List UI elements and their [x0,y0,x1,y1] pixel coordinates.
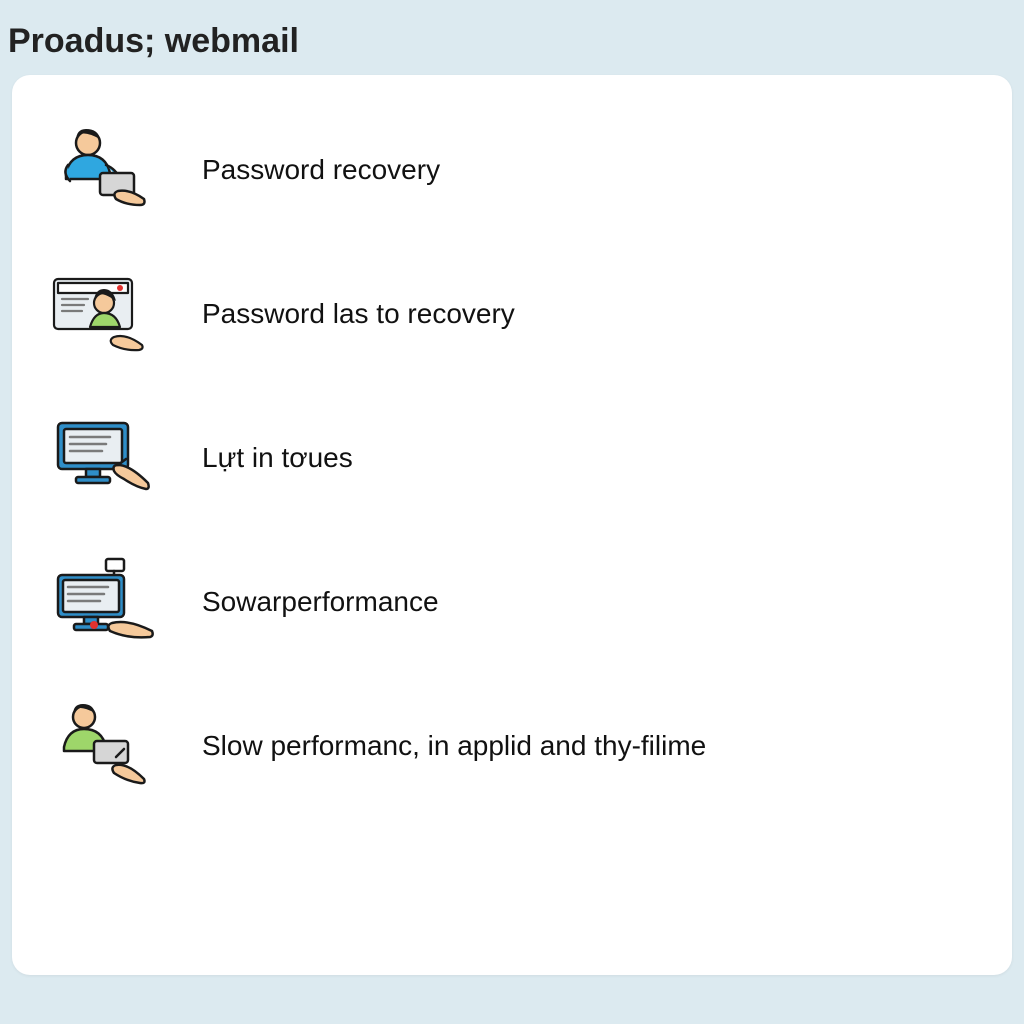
laptop-person-icon [48,269,158,359]
monitor-hand-icon [48,557,158,647]
monitor-point-icon [48,413,158,503]
list-item-label: Sowarperformance [202,583,439,621]
list-item[interactable]: Sowarperformance [48,557,976,647]
person-tablet-icon [48,125,158,215]
list-item-label: Password las to recovery [202,295,515,333]
help-topics-card: Password recovery [12,75,1012,975]
list-item[interactable]: Password recovery [48,125,976,215]
help-topics-list: Password recovery [48,125,976,791]
list-item-label: Slow performanc, in applid and thy-filim… [202,727,706,765]
page-title: Proadus; webmail [0,0,1024,75]
list-item[interactable]: Lựt in tơues [48,413,976,503]
list-item[interactable]: Password las to recovery [48,269,976,359]
list-item-label: Lựt in tơues [202,439,353,477]
list-item[interactable]: Slow performanc, in applid and thy-filim… [48,701,976,791]
list-item-label: Password recovery [202,151,440,189]
person-tablet-green-icon [48,701,158,791]
